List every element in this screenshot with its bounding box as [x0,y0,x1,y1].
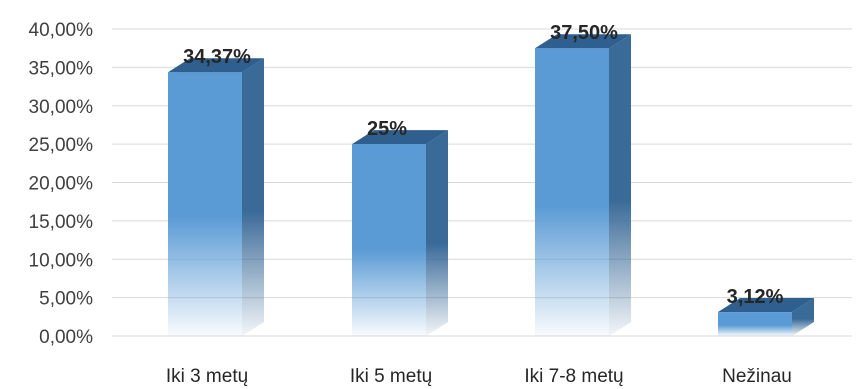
y-tick-label: 35,00% [29,58,94,79]
bars [168,34,814,336]
bar-top [168,58,264,73]
bar-side [792,298,814,336]
bar-top [718,298,814,313]
bar-front [168,72,242,336]
y-tick-label: 10,00% [29,250,94,271]
x-category-label: Iki 3 metų [166,366,248,387]
x-category-label: Iki 7-8 metų [524,366,623,387]
bar-data-label: 3,12% [727,286,784,308]
bar-front [718,312,792,336]
bar-front [352,144,426,336]
bar-top [535,34,631,49]
x-category-label: Nežinau [722,366,792,387]
x-axis-labels: Iki 3 metų Iki 5 metų Iki 7-8 metų Nežinau [166,366,792,387]
bar-top [352,130,448,145]
bar-side [242,58,264,336]
y-tick-label: 25,00% [29,135,94,156]
bar-side [426,130,448,336]
bar-data-label: 34,37% [183,46,251,68]
y-tick-label: 15,00% [29,212,94,233]
y-tick-label: 20,00% [29,174,94,195]
y-tick-label: 5,00% [39,289,93,310]
data-labels: 34,37% 25% 37,50% 3,12% [183,22,783,308]
x-category-label: Iki 5 metų [350,366,432,387]
y-tick-label: 40,00% [29,20,94,41]
bar-data-label: 25% [367,118,407,140]
bar-side [609,34,631,336]
y-tick-label: 30,00% [29,97,94,118]
y-axis-ticks: 0,00% 5,00% 10,00% 15,00% 20,00% 25,00% 30,00%… [29,20,94,348]
y-tick-label: 0,00% [39,327,93,348]
bar-front [535,48,609,336]
bar-data-label: 37,50% [550,22,618,44]
